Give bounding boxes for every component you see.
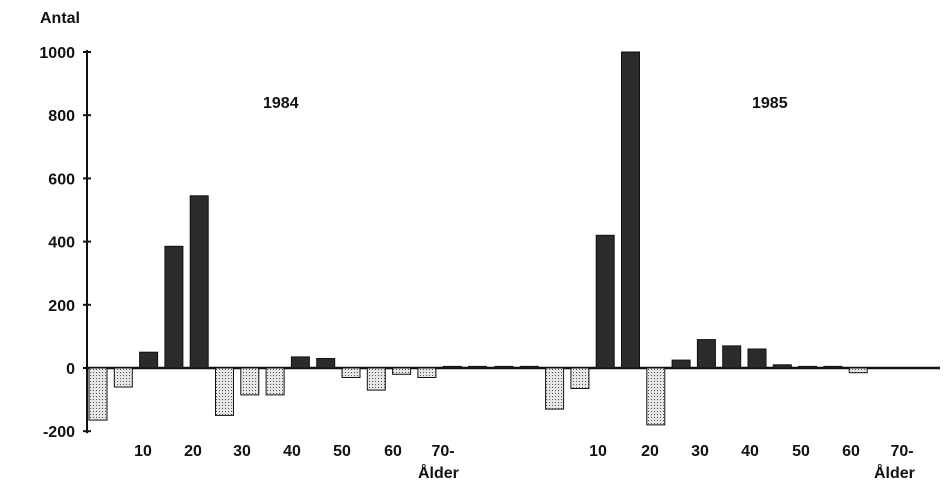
x-tick-label-1984-70-: 70- [431, 443, 454, 460]
bar-1984-4 [189, 195, 209, 369]
x-tick-label-1985-40: 40 [741, 443, 759, 460]
bar-1984-14 [442, 365, 462, 369]
bar-1985-13 [823, 365, 843, 369]
bar-1985-10 [747, 348, 767, 369]
bar-1985-2 [545, 367, 565, 410]
x-tick-label-1984-20: 20 [184, 443, 202, 460]
bar-1985-8 [696, 339, 716, 369]
bar-1984-7 [265, 367, 285, 396]
bar-1984-3 [164, 245, 184, 369]
x-tick-label-1985-30: 30 [691, 443, 709, 460]
x-tick-label-1985-50: 50 [792, 443, 810, 460]
x-tick-label-1984-10: 10 [134, 443, 152, 460]
bar-1985-11 [772, 364, 792, 369]
y-tick-label: 1000 [39, 45, 75, 62]
bar-1984-0 [88, 367, 108, 421]
bar-1985-4 [595, 234, 615, 369]
bar-1985-6 [646, 367, 666, 426]
y-axis-label: Antal [40, 10, 80, 27]
x-tick-label-1984-30: 30 [233, 443, 251, 460]
panel-title-1985: 1985 [752, 95, 788, 112]
bar-1984-11 [366, 367, 386, 391]
x-tick-labels: 10 20 30 40 50 60 70- 10 20 30 40 50 60 70- [134, 443, 913, 460]
bar-1985-7 [671, 359, 691, 369]
bar-1985-5 [621, 51, 640, 369]
bar-1984-12 [392, 367, 412, 375]
x-tick-label-1984-60: 60 [384, 443, 402, 460]
bar-1985-3 [570, 367, 590, 389]
x-tick-label-1985-20: 20 [641, 443, 659, 460]
bar-1984-1 [113, 367, 133, 388]
y-tick-label: 200 [48, 298, 75, 315]
bar-1984-8 [290, 356, 310, 369]
bar-1985-14 [848, 367, 868, 374]
bar-1985-12 [798, 365, 818, 369]
bar-1984-10 [341, 367, 361, 378]
bar-1985-9 [722, 345, 742, 369]
bar-1984-15 [468, 365, 487, 369]
x-tick-label-1985-70-: 70- [890, 443, 913, 460]
x-tick-label-1985-60: 60 [842, 443, 860, 460]
y-tick-label: 400 [48, 235, 75, 252]
y-tick-label: -200 [43, 424, 75, 441]
y-axis: -200 0 200 400 600 800 1000 [39, 45, 940, 441]
panel-title-1984: 1984 [263, 95, 299, 112]
bars [88, 51, 868, 426]
y-tick-label: 800 [48, 108, 75, 125]
bar-1984-9 [316, 358, 336, 369]
y-tick-label: 0 [66, 361, 75, 378]
x-tick-label-1984-40: 40 [283, 443, 301, 460]
y-tick-label: 600 [48, 171, 75, 188]
x-tick-label-1985-10: 10 [589, 443, 607, 460]
bar-1984-6 [240, 367, 260, 396]
bar-1985-1 [519, 365, 539, 369]
x-axis-label-1984: Ålder [418, 463, 459, 482]
bar-1984-13 [417, 367, 437, 378]
bar-1984-5 [215, 367, 234, 416]
bar-1984-2 [139, 351, 159, 369]
x-axis-label-1985: Ålder [874, 463, 915, 482]
x-tick-label-1984-50: 50 [333, 443, 351, 460]
bar-1985-0 [494, 365, 514, 369]
